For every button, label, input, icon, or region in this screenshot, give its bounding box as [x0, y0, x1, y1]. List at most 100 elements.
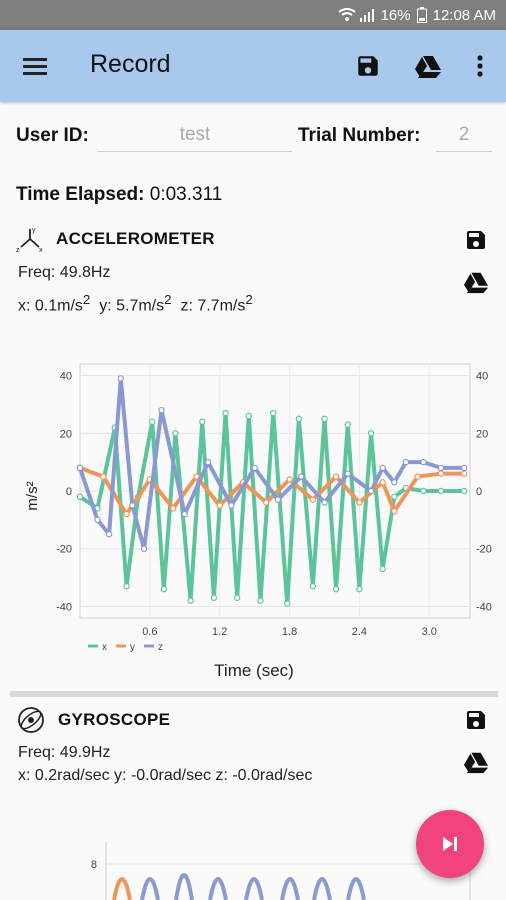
x-tick-label: 1.2: [212, 626, 227, 638]
data-point-y: [100, 473, 107, 480]
data-point-z: [181, 510, 188, 518]
save-icon: [467, 231, 485, 249]
data-point-y: [332, 473, 340, 480]
data-point-y: [286, 476, 293, 483]
data-point-y: [263, 499, 270, 506]
data-point-y: [216, 502, 223, 509]
data-point-x: [295, 415, 303, 423]
accelerometer-frequency: Freq: 49.8Hz: [18, 264, 111, 281]
more-vert-icon: [477, 55, 483, 77]
page-title: Record: [90, 50, 171, 78]
data-point-y: [379, 479, 386, 486]
data-point-x: [344, 421, 351, 428]
data-point-z: [379, 464, 386, 472]
data-point-x: [367, 430, 375, 437]
series-line-z: [78, 376, 465, 551]
accel-y-reading: y: 5.7m/s: [99, 297, 165, 315]
data-point-y: [460, 470, 468, 477]
data-point-x: [245, 412, 253, 420]
y-tick-label-right: 0: [476, 486, 482, 498]
data-point-x: [284, 600, 291, 607]
accelerometer-save-button[interactable]: [462, 226, 490, 254]
data-point-z: [367, 487, 375, 495]
time-elapsed-label: Time Elapsed:: [16, 184, 145, 205]
save-icon: [467, 711, 485, 729]
signal-icon: [359, 9, 374, 22]
data-point-z: [460, 464, 468, 472]
save-button[interactable]: [352, 50, 384, 82]
data-point-x: [172, 430, 179, 437]
data-point-x: [460, 487, 468, 495]
accel-z-unit-power: 2: [245, 292, 253, 307]
data-point-z: [391, 479, 398, 486]
data-point-z: [94, 516, 101, 524]
y-tick-label: -40: [56, 601, 72, 613]
data-point-x: [233, 594, 241, 601]
x-tick-label: 0.6: [142, 626, 157, 638]
save-icon: [358, 56, 378, 76]
data-point-y: [169, 505, 177, 512]
chart-legend: x y z: [88, 642, 163, 653]
gyro-peak: [312, 877, 332, 900]
wifi-icon: [337, 8, 356, 21]
data-point-x: [222, 409, 229, 417]
accelerometer-drive-button[interactable]: [462, 268, 490, 296]
menu-button[interactable]: [20, 52, 50, 80]
trial-number-label: Trial Number:: [298, 125, 421, 146]
more-options-button[interactable]: [464, 50, 496, 82]
svg-text:y: y: [32, 227, 36, 234]
gyroscope-chart: 8: [91, 842, 471, 900]
data-point-z: [76, 464, 84, 472]
data-point-y: [309, 496, 317, 503]
gyroscope-readings: x: 0.2rad/sec y: -0.0rad/sec z: -0.0rad/…: [18, 767, 313, 784]
data-point-z: [140, 545, 148, 552]
data-point-z: [251, 464, 258, 472]
accelerometer-title: ACCELEROMETER: [56, 229, 215, 248]
data-point-x: [420, 487, 427, 495]
time-elapsed-value: 0:03.311: [149, 184, 223, 205]
gyro-peak: [112, 877, 132, 900]
accelerometer-chart: 40 40 20 20 0 0 -20 -20 -40 -40 0.6 1.2 1.8 2.4 3.0 x y…: [24, 363, 492, 680]
gyro-peak: [280, 877, 300, 900]
user-id-input[interactable]: test: [98, 118, 292, 152]
y-tick-label-right: 20: [476, 428, 488, 440]
drive-icon: [415, 56, 441, 78]
trial-number-input[interactable]: 2: [436, 118, 492, 152]
accel-x-reading: x: 0.1m/s: [18, 297, 83, 315]
skip-next-fab[interactable]: [416, 810, 484, 878]
data-point-x: [391, 493, 398, 500]
gyroscope-save-button[interactable]: [462, 706, 490, 734]
data-point-x: [321, 415, 328, 423]
accel-x-unit-power: 2: [82, 292, 91, 307]
legend-label-x: x: [102, 642, 107, 653]
data-point-z: [158, 406, 165, 414]
section-divider: [10, 691, 498, 697]
data-point-z: [228, 502, 235, 509]
data-point-z: [321, 499, 328, 506]
data-point-x: [309, 583, 317, 590]
data-point-z: [129, 502, 136, 509]
skip-next-icon: [443, 837, 457, 851]
clock: 12:08 AM: [432, 6, 496, 24]
gyro-series: [112, 873, 366, 900]
y-tick-label: 20: [60, 428, 72, 440]
drive-upload-button[interactable]: [412, 50, 444, 82]
user-id-label: User ID:: [16, 125, 89, 146]
y-axis-label: m/s²: [24, 481, 41, 510]
gyroscope-icon: [18, 707, 44, 733]
chart-ticks: 40 40 20 20 0 0 -20 -20 -40 -40 0.6 1.2 1.8 2.4 3.0: [56, 371, 492, 638]
data-point-z: [105, 531, 113, 538]
gyro-peak: [140, 877, 160, 900]
x-tick-label: 2.4: [352, 626, 367, 638]
gyro-y-tick-label: 8: [91, 859, 97, 871]
data-point-x: [270, 409, 277, 417]
legend-label-y: y: [130, 642, 135, 653]
y-tick-label-right: 40: [476, 371, 488, 383]
series-line-x: [78, 411, 465, 606]
gyro-peak: [208, 877, 228, 900]
data-point-z: [437, 464, 445, 472]
gyroscope-drive-button[interactable]: [462, 748, 490, 776]
data-point-y: [391, 508, 398, 515]
accel-y-unit-power: 2: [164, 292, 172, 307]
data-point-y: [193, 473, 200, 480]
